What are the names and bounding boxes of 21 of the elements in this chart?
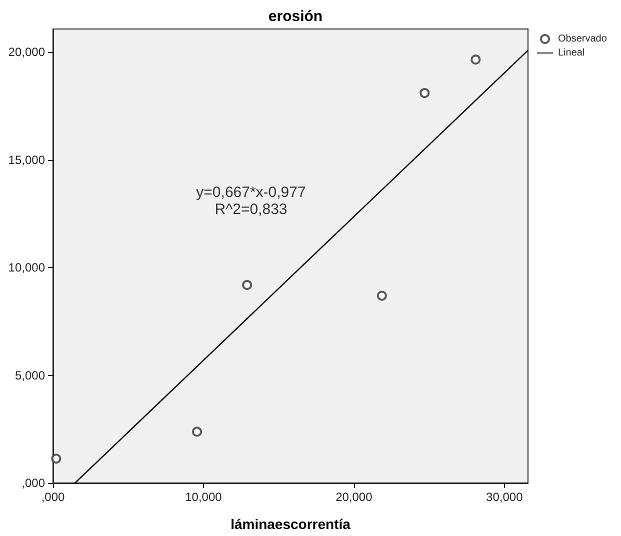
y-tick-label: ,000 <box>22 476 46 490</box>
y-tick-label: 10,000 <box>8 260 46 275</box>
point <box>51 454 62 464</box>
point <box>242 280 252 290</box>
x-tick-label: 10,000 <box>185 490 222 504</box>
point <box>420 88 430 98</box>
x-axis-title: láminaescorrentía <box>230 516 351 532</box>
legend-label: Lineal <box>558 48 585 58</box>
point <box>192 426 202 437</box>
x-tick-label: ,000 <box>41 490 65 504</box>
point <box>470 54 481 65</box>
annotation: y=0,667*x-0,977 <box>196 184 306 201</box>
y-tick-label: 20,000 <box>8 45 46 60</box>
y-tick-label: 5,000 <box>14 368 46 382</box>
x-tick-label: 30,000 <box>486 490 524 504</box>
legend-label: Observado <box>558 34 608 44</box>
annotation: R^2=0,833 <box>214 201 288 218</box>
point <box>376 290 387 301</box>
chart-title: erosión <box>268 8 323 25</box>
y-tick-label: 15,000 <box>8 152 46 167</box>
x-tick-label: 20,000 <box>336 490 373 504</box>
